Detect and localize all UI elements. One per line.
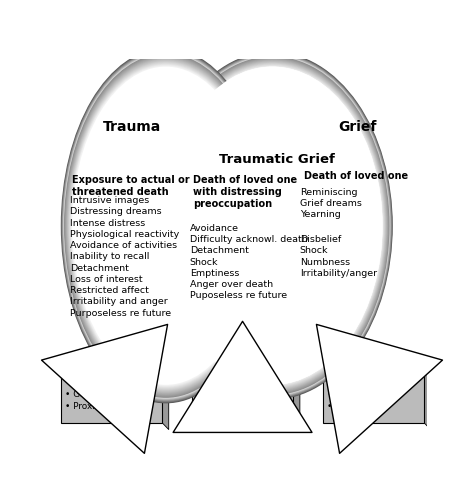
Ellipse shape (160, 63, 385, 388)
Polygon shape (162, 364, 169, 430)
Ellipse shape (155, 56, 390, 396)
Ellipse shape (71, 64, 261, 388)
Text: Exposure to actual or
threatened death: Exposure to actual or threatened death (72, 175, 190, 197)
Ellipse shape (158, 61, 386, 390)
Ellipse shape (157, 59, 388, 393)
Ellipse shape (161, 64, 384, 387)
Ellipse shape (152, 52, 393, 400)
FancyBboxPatch shape (192, 364, 293, 423)
Ellipse shape (159, 62, 386, 390)
Ellipse shape (154, 55, 391, 397)
Text: • Closeness
• Conflict /
  ambivalence: • Closeness • Conflict / ambivalence (197, 378, 259, 411)
Text: Justice: Justice (328, 368, 367, 378)
Ellipse shape (69, 61, 263, 390)
Text: Relationship: Relationship (197, 368, 270, 378)
Ellipse shape (68, 59, 264, 392)
Text: Enormity: Enormity (65, 368, 118, 378)
Text: Traumatic Grief: Traumatic Grief (219, 153, 335, 166)
Ellipse shape (156, 58, 389, 394)
Ellipse shape (72, 66, 259, 385)
Ellipse shape (72, 66, 260, 386)
Text: Death of loved one
with distressing
preoccupation: Death of loved one with distressing preo… (193, 175, 298, 210)
Text: Trauma: Trauma (103, 120, 162, 134)
Text: Reminiscing
Grief dreams
Yearning: Reminiscing Grief dreams Yearning (300, 188, 362, 219)
Text: Disbelief
Shock
Numbness
Irritability/anger: Disbelief Shock Numbness Irritability/an… (300, 235, 377, 278)
Text: Death of loved one: Death of loved one (303, 171, 408, 181)
Text: Grief: Grief (338, 120, 377, 134)
Ellipse shape (71, 65, 261, 387)
Ellipse shape (72, 66, 259, 385)
Ellipse shape (155, 57, 389, 394)
Ellipse shape (153, 53, 392, 398)
Text: • Age
• Cause
• Timeliness: • Age • Cause • Timeliness (328, 378, 383, 411)
Polygon shape (424, 364, 431, 430)
Ellipse shape (64, 54, 267, 398)
Ellipse shape (68, 60, 263, 391)
Ellipse shape (162, 66, 383, 385)
FancyBboxPatch shape (323, 364, 424, 423)
Ellipse shape (162, 66, 383, 385)
Ellipse shape (63, 50, 269, 401)
Ellipse shape (155, 57, 390, 395)
Ellipse shape (62, 49, 270, 402)
Polygon shape (61, 357, 169, 364)
Ellipse shape (159, 62, 385, 389)
Ellipse shape (72, 66, 259, 385)
Ellipse shape (158, 61, 387, 391)
Ellipse shape (162, 66, 383, 385)
Ellipse shape (65, 56, 266, 396)
Ellipse shape (65, 55, 266, 397)
Ellipse shape (67, 59, 264, 393)
Ellipse shape (72, 66, 259, 385)
Polygon shape (323, 357, 431, 364)
Ellipse shape (161, 65, 383, 386)
Ellipse shape (157, 60, 387, 392)
Ellipse shape (66, 57, 265, 395)
Text: Avoidance
Difficulty acknowl. death
Detachment
Shock
Emptiness
Anger over death
: Avoidance Difficulty acknowl. death Deta… (190, 224, 308, 300)
Ellipse shape (154, 54, 391, 398)
Ellipse shape (64, 52, 268, 400)
Ellipse shape (64, 53, 268, 399)
Ellipse shape (70, 63, 262, 389)
Polygon shape (293, 364, 300, 430)
Ellipse shape (67, 58, 265, 394)
Polygon shape (192, 357, 300, 364)
Text: • Other loss
• Gruesomeness
• Proximity: • Other loss • Gruesomeness • Proximity (65, 378, 140, 411)
FancyBboxPatch shape (61, 364, 162, 423)
Ellipse shape (69, 62, 262, 390)
Text: Intrusive images
Distressing dreams
Intense distress
Physiological reactivity
Av: Intrusive images Distressing dreams Inte… (70, 196, 180, 317)
Ellipse shape (63, 51, 269, 400)
Ellipse shape (162, 66, 383, 386)
Ellipse shape (152, 53, 392, 399)
Ellipse shape (162, 66, 383, 385)
